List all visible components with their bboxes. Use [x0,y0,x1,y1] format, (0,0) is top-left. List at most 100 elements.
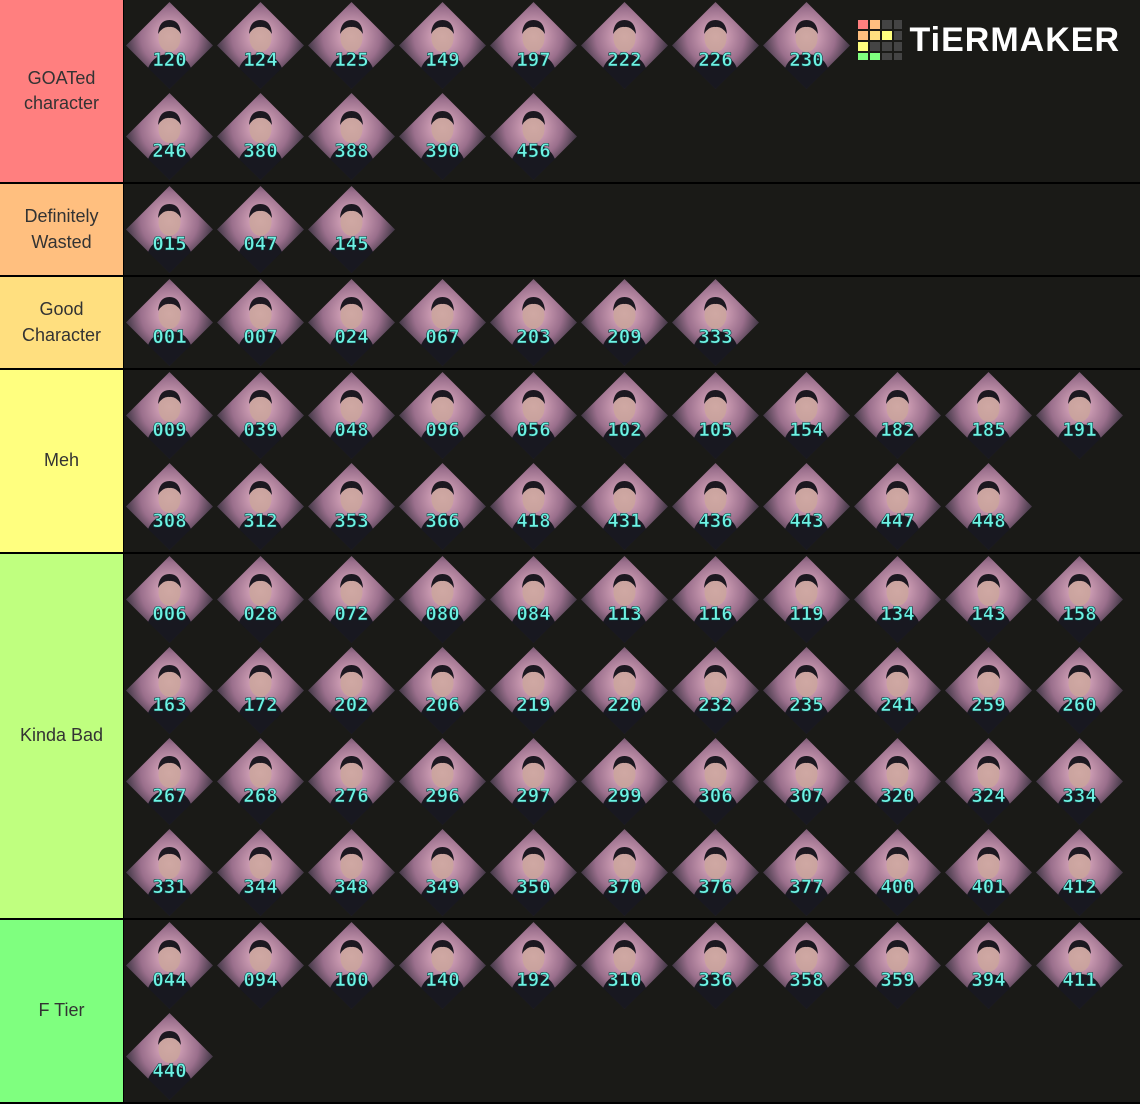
character-card[interactable]: 134 [852,554,943,645]
character-card[interactable]: 230 [761,0,852,91]
character-card[interactable]: 307 [761,736,852,827]
character-card[interactable]: 209 [579,277,670,368]
character-card[interactable]: 080 [397,554,488,645]
character-card[interactable]: 349 [397,827,488,918]
character-card[interactable]: 380 [215,91,306,182]
character-card[interactable]: 154 [761,370,852,461]
character-card[interactable]: 067 [397,277,488,368]
character-card[interactable]: 009 [124,370,215,461]
character-card[interactable]: 320 [852,736,943,827]
character-card[interactable]: 359 [852,920,943,1011]
character-card[interactable]: 344 [215,827,306,918]
character-card[interactable]: 350 [488,827,579,918]
character-card[interactable]: 411 [1034,920,1125,1011]
character-card[interactable]: 048 [306,370,397,461]
character-card[interactable]: 226 [670,0,761,91]
character-card[interactable]: 015 [124,184,215,275]
character-card[interactable]: 124 [215,0,306,91]
character-card[interactable]: 297 [488,736,579,827]
character-card[interactable]: 084 [488,554,579,645]
character-card[interactable]: 276 [306,736,397,827]
character-card[interactable]: 044 [124,920,215,1011]
character-card[interactable]: 334 [1034,736,1125,827]
character-card[interactable]: 206 [397,645,488,736]
character-card[interactable]: 267 [124,736,215,827]
character-card[interactable]: 299 [579,736,670,827]
character-card[interactable]: 390 [397,91,488,182]
character-card[interactable]: 203 [488,277,579,368]
character-card[interactable]: 308 [124,461,215,552]
character-card[interactable]: 007 [215,277,306,368]
character-card[interactable]: 400 [852,827,943,918]
character-card[interactable]: 358 [761,920,852,1011]
character-card[interactable]: 202 [306,645,397,736]
character-card[interactable]: 219 [488,645,579,736]
character-card[interactable]: 047 [215,184,306,275]
character-card[interactable]: 333 [670,277,761,368]
character-card[interactable]: 312 [215,461,306,552]
character-card[interactable]: 024 [306,277,397,368]
character-card[interactable]: 296 [397,736,488,827]
character-card[interactable]: 102 [579,370,670,461]
character-card[interactable]: 260 [1034,645,1125,736]
character-card[interactable]: 191 [1034,370,1125,461]
character-card[interactable]: 246 [124,91,215,182]
character-card[interactable]: 105 [670,370,761,461]
character-card[interactable]: 232 [670,645,761,736]
character-card[interactable]: 376 [670,827,761,918]
character-card[interactable]: 094 [215,920,306,1011]
character-card[interactable]: 259 [943,645,1034,736]
character-card[interactable]: 366 [397,461,488,552]
character-card[interactable]: 431 [579,461,670,552]
character-card[interactable]: 401 [943,827,1034,918]
character-card[interactable]: 100 [306,920,397,1011]
character-card[interactable]: 331 [124,827,215,918]
character-card[interactable]: 140 [397,920,488,1011]
character-card[interactable]: 436 [670,461,761,552]
character-card[interactable]: 158 [1034,554,1125,645]
character-card[interactable]: 268 [215,736,306,827]
character-card[interactable]: 394 [943,920,1034,1011]
character-card[interactable]: 241 [852,645,943,736]
character-card[interactable]: 348 [306,827,397,918]
character-card[interactable]: 120 [124,0,215,91]
character-card[interactable]: 306 [670,736,761,827]
character-card[interactable]: 143 [943,554,1034,645]
character-card[interactable]: 324 [943,736,1034,827]
character-card[interactable]: 028 [215,554,306,645]
character-card[interactable]: 418 [488,461,579,552]
character-card[interactable]: 412 [1034,827,1125,918]
character-card[interactable]: 235 [761,645,852,736]
character-card[interactable]: 447 [852,461,943,552]
character-card[interactable]: 119 [761,554,852,645]
character-card[interactable]: 039 [215,370,306,461]
character-card[interactable]: 001 [124,277,215,368]
character-card[interactable]: 456 [488,91,579,182]
character-card[interactable]: 172 [215,645,306,736]
character-card[interactable]: 192 [488,920,579,1011]
character-card[interactable]: 336 [670,920,761,1011]
character-card[interactable]: 448 [943,461,1034,552]
character-card[interactable]: 440 [124,1011,215,1102]
character-card[interactable]: 443 [761,461,852,552]
character-card[interactable]: 056 [488,370,579,461]
character-card[interactable]: 163 [124,645,215,736]
character-card[interactable]: 310 [579,920,670,1011]
character-card[interactable]: 185 [943,370,1034,461]
character-card[interactable]: 116 [670,554,761,645]
character-card[interactable]: 113 [579,554,670,645]
character-card[interactable]: 096 [397,370,488,461]
character-card[interactable]: 197 [488,0,579,91]
character-card[interactable]: 006 [124,554,215,645]
character-card[interactable]: 072 [306,554,397,645]
character-card[interactable]: 145 [306,184,397,275]
character-card[interactable]: 149 [397,0,488,91]
character-card[interactable]: 222 [579,0,670,91]
character-card[interactable]: 388 [306,91,397,182]
character-card[interactable]: 182 [852,370,943,461]
character-card[interactable]: 220 [579,645,670,736]
character-card[interactable]: 353 [306,461,397,552]
character-card[interactable]: 377 [761,827,852,918]
character-card[interactable]: 370 [579,827,670,918]
character-card[interactable]: 125 [306,0,397,91]
